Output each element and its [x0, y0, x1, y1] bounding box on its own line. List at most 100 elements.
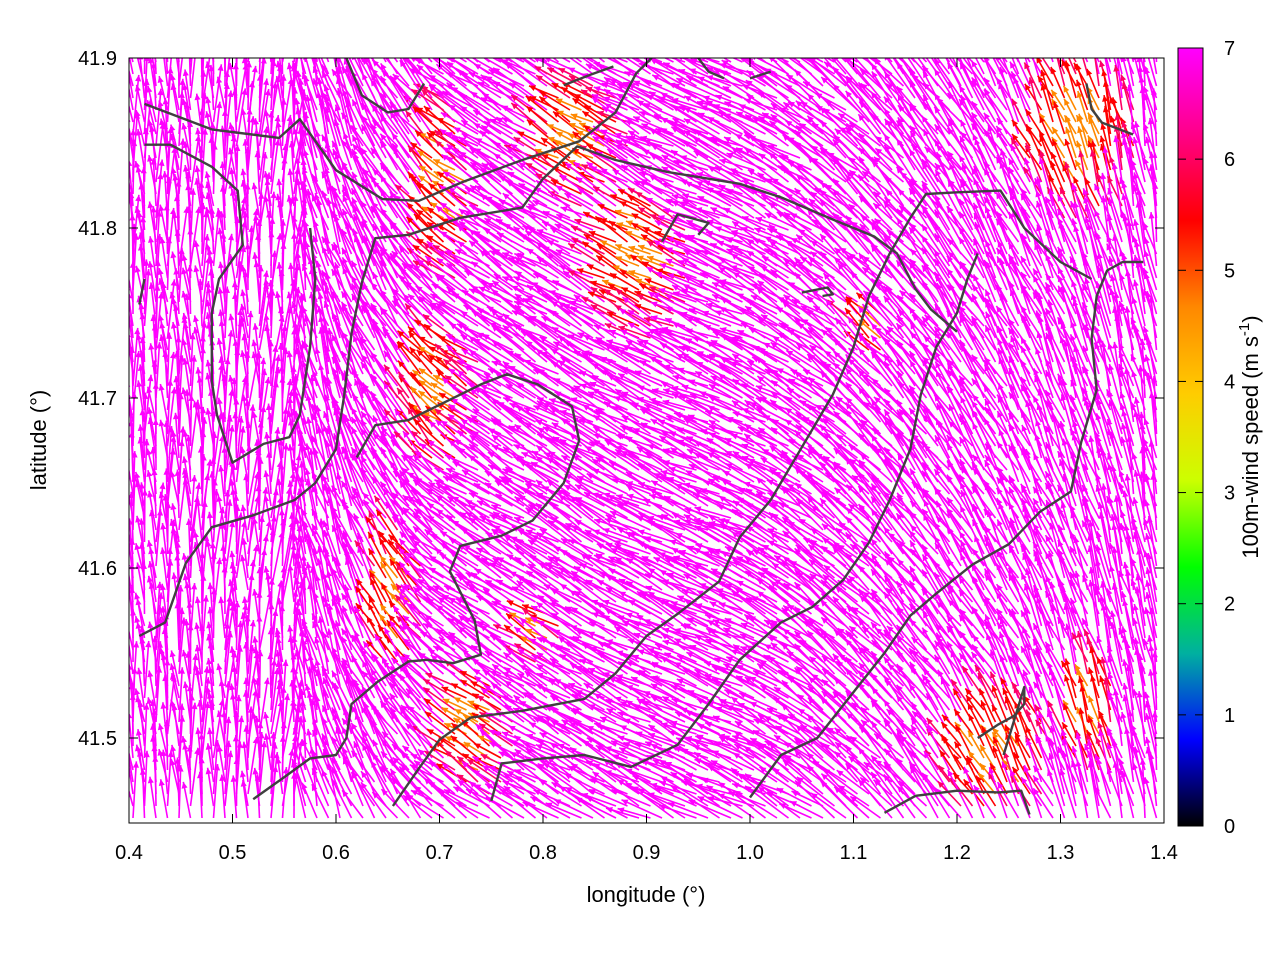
wind-vector — [1001, 58, 1020, 99]
wind-vector — [1147, 58, 1158, 87]
wind-vector — [1024, 83, 1043, 111]
wind-vector — [212, 58, 215, 63]
wind-vector — [1023, 62, 1043, 99]
wind-vector — [970, 80, 997, 123]
wind-vector — [1056, 58, 1066, 87]
wind-vector — [1121, 409, 1135, 459]
wind-vector — [1068, 58, 1077, 75]
wind-vector — [177, 58, 180, 99]
wind-vector — [539, 90, 571, 111]
wind-vector — [848, 58, 858, 63]
wind-vector — [825, 58, 835, 63]
wind-vector — [694, 58, 709, 63]
wind-vector — [538, 58, 560, 75]
wind-vector — [418, 58, 433, 75]
wind-vector — [212, 64, 224, 123]
wind-vector — [351, 205, 376, 255]
wind-vector — [492, 67, 536, 99]
wind-vector — [590, 303, 628, 327]
wind-vector — [1105, 58, 1112, 75]
wind-vector — [129, 103, 134, 123]
wind-vector — [223, 58, 226, 63]
wind-vector — [235, 58, 238, 63]
wind-vector — [830, 58, 847, 75]
wind-vector — [312, 58, 330, 99]
wind-vector — [758, 58, 766, 63]
wind-vector — [258, 58, 261, 75]
wind-vector — [800, 101, 835, 123]
wind-vector — [752, 58, 789, 75]
wind-vector — [154, 58, 157, 75]
wind-vector — [546, 67, 582, 87]
wind-vector — [326, 58, 330, 63]
wind-vector — [1094, 58, 1100, 87]
wind-vector — [360, 58, 364, 63]
wind-vector — [634, 58, 674, 87]
wind-vector — [1096, 58, 1100, 63]
wind-vector — [799, 58, 824, 75]
wind-vector — [970, 60, 997, 99]
wind-vector — [178, 58, 184, 87]
wind-vector — [584, 529, 628, 555]
wind-vector — [555, 98, 582, 111]
wind-vector — [552, 58, 560, 63]
wind-vector — [574, 58, 582, 63]
wind-vector — [143, 640, 152, 699]
wind-vector — [480, 74, 525, 111]
wind-vector — [538, 95, 571, 123]
wind-vector — [501, 58, 536, 75]
wind-vector — [738, 103, 778, 123]
wind-vector — [745, 79, 789, 111]
wind-vector — [402, 653, 444, 687]
wind-vector — [598, 58, 605, 63]
wind-vector — [293, 58, 299, 87]
wind-vector — [1108, 58, 1112, 63]
wind-vector — [189, 58, 196, 99]
wind-vector — [1104, 58, 1112, 87]
plot-area — [128, 57, 1165, 824]
wind-vector — [1003, 58, 1008, 63]
wind-vector — [333, 58, 341, 87]
wind-vector — [706, 75, 743, 87]
wind-vector — [1076, 90, 1089, 123]
wind-vector — [1040, 83, 1054, 123]
wind-vector — [293, 58, 296, 63]
wind-vector — [391, 142, 422, 183]
wind-vector — [556, 110, 582, 123]
wind-vector — [958, 237, 985, 279]
wind-vector — [513, 58, 525, 63]
wind-vector — [731, 58, 743, 63]
wind-vector — [1084, 58, 1089, 63]
wind-vector — [143, 58, 146, 75]
wind-vector — [131, 58, 134, 63]
wind-vector — [431, 58, 468, 87]
wind-vector — [1016, 58, 1031, 87]
wind-vector — [983, 77, 1008, 111]
wind-vector — [1061, 58, 1066, 63]
wind-vector — [473, 63, 513, 87]
wind-vector — [303, 75, 318, 123]
wind-vector — [270, 59, 277, 111]
wind-vector — [232, 62, 239, 111]
wind-vector — [573, 93, 605, 111]
wind-vector — [628, 245, 651, 255]
wind-vector — [751, 116, 789, 135]
wind-vector — [609, 78, 651, 99]
wind-vector — [166, 58, 169, 63]
wind-vector — [436, 58, 456, 75]
wind-vector — [356, 58, 364, 75]
wind-vector — [581, 58, 605, 75]
wind-vector — [292, 68, 307, 111]
wind-vector — [1050, 58, 1054, 63]
wind-vector — [676, 77, 720, 99]
wind-vector — [483, 58, 513, 75]
wind-vector — [348, 58, 353, 63]
wind-vector — [445, 58, 456, 63]
wind-vector — [568, 269, 605, 291]
wind-vector — [933, 58, 939, 63]
wind-vector — [625, 58, 651, 75]
wind-vector — [908, 68, 939, 111]
wind-vector — [269, 58, 272, 63]
wind-vector — [129, 267, 134, 303]
wind-vector — [568, 74, 605, 99]
